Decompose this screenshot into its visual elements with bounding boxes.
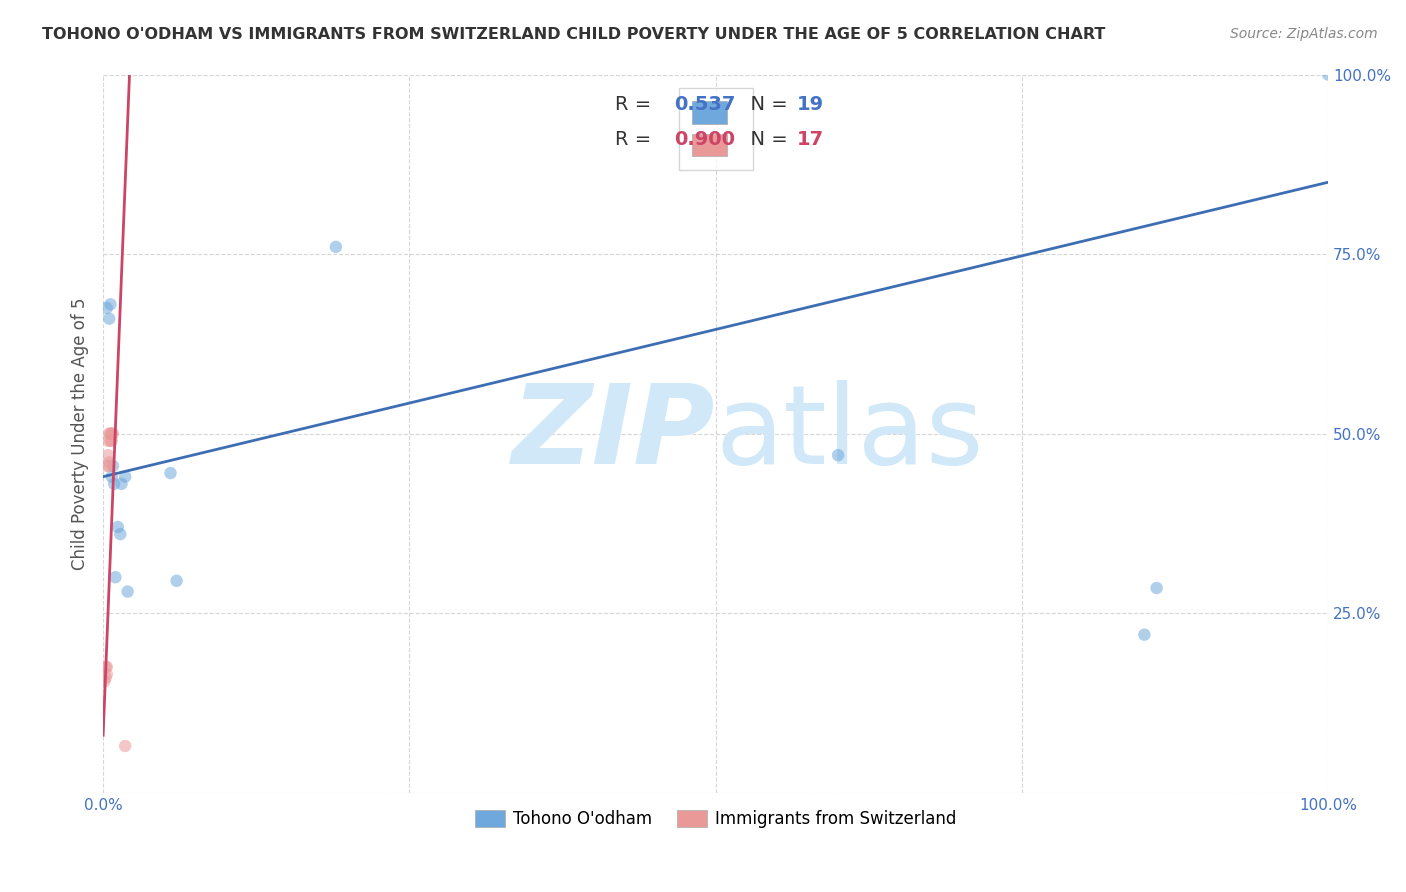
Point bbox=[114, 739, 136, 753]
Point bbox=[100, 434, 122, 448]
Point bbox=[103, 476, 125, 491]
Point bbox=[96, 301, 118, 315]
Point bbox=[97, 434, 120, 448]
Text: ZIP: ZIP bbox=[512, 380, 716, 487]
Point bbox=[100, 297, 122, 311]
Point bbox=[110, 476, 132, 491]
Point bbox=[94, 660, 117, 674]
Text: TOHONO O'ODHAM VS IMMIGRANTS FROM SWITZERLAND CHILD POVERTY UNDER THE AGE OF 5 C: TOHONO O'ODHAM VS IMMIGRANTS FROM SWITZE… bbox=[42, 27, 1105, 42]
Point bbox=[166, 574, 188, 588]
Text: 17: 17 bbox=[796, 129, 824, 149]
Point bbox=[98, 426, 121, 441]
Point bbox=[97, 448, 120, 462]
Point bbox=[117, 584, 139, 599]
Point bbox=[827, 448, 849, 462]
Point bbox=[110, 527, 132, 541]
Point bbox=[101, 426, 124, 441]
Point bbox=[98, 458, 121, 473]
Text: N =: N = bbox=[738, 95, 793, 114]
Point bbox=[98, 455, 121, 469]
Point bbox=[94, 671, 117, 685]
Point bbox=[93, 674, 115, 689]
Point bbox=[114, 469, 136, 483]
Point bbox=[1146, 581, 1168, 595]
Point bbox=[100, 434, 122, 448]
Text: R =: R = bbox=[616, 95, 658, 114]
Text: 0.537: 0.537 bbox=[673, 95, 735, 114]
Text: 0.900: 0.900 bbox=[673, 129, 735, 149]
Text: Source: ZipAtlas.com: Source: ZipAtlas.com bbox=[1230, 27, 1378, 41]
Point bbox=[107, 520, 129, 534]
Text: atlas: atlas bbox=[716, 380, 984, 487]
Y-axis label: Child Poverty Under the Age of 5: Child Poverty Under the Age of 5 bbox=[72, 297, 89, 570]
Text: R =: R = bbox=[616, 129, 658, 149]
Point bbox=[96, 660, 118, 674]
Point bbox=[100, 469, 122, 483]
Point bbox=[96, 458, 118, 473]
Legend: Tohono O'odham, Immigrants from Switzerland: Tohono O'odham, Immigrants from Switzerl… bbox=[468, 803, 963, 835]
Point bbox=[100, 426, 122, 441]
Text: 19: 19 bbox=[796, 95, 824, 114]
Point bbox=[1317, 68, 1340, 82]
Point bbox=[104, 570, 127, 584]
Point bbox=[101, 458, 124, 473]
Point bbox=[1133, 628, 1156, 642]
Point bbox=[96, 667, 118, 681]
Text: N =: N = bbox=[738, 129, 793, 149]
Point bbox=[325, 240, 347, 254]
Point bbox=[100, 426, 122, 441]
Point bbox=[159, 466, 181, 480]
Point bbox=[98, 311, 121, 326]
